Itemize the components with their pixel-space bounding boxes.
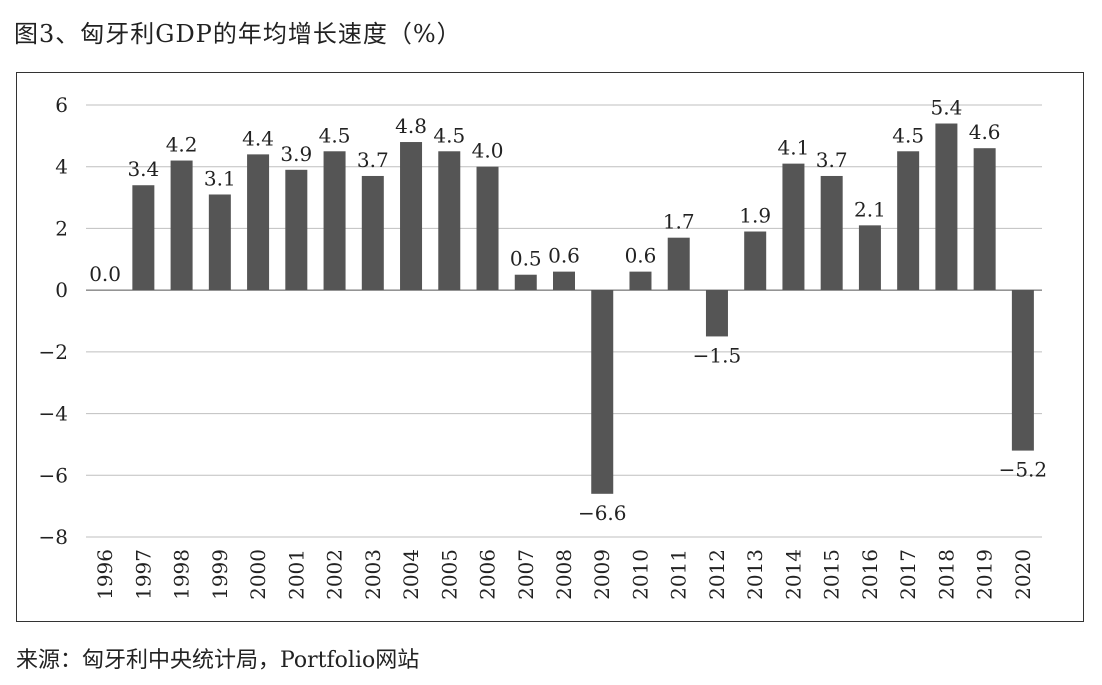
x-tick-label: 2013 — [743, 549, 767, 600]
bar — [591, 290, 614, 494]
bar — [132, 185, 155, 291]
bar — [744, 231, 767, 291]
bar — [247, 154, 270, 291]
bar — [361, 175, 384, 291]
data-label: −1.5 — [693, 343, 742, 367]
y-tick-label: −4 — [39, 402, 68, 426]
bar — [438, 151, 461, 291]
x-tick-label: 2016 — [858, 549, 882, 600]
chart-frame — [16, 72, 1084, 622]
x-tick-label: 2006 — [476, 549, 500, 600]
data-label: 4.0 — [472, 139, 504, 163]
x-tick-label: 2015 — [820, 549, 844, 600]
x-tick-label: 2002 — [323, 549, 347, 600]
bar — [553, 271, 575, 291]
x-tick-label: 1997 — [131, 549, 155, 600]
data-label: 4.5 — [319, 123, 351, 147]
x-tick-label: 2014 — [781, 549, 805, 600]
bar — [514, 274, 537, 291]
x-tick-label: 2020 — [1011, 549, 1035, 600]
data-label: 4.1 — [778, 136, 810, 160]
data-label: 4.8 — [395, 114, 427, 138]
x-tick-label: 2008 — [552, 549, 576, 600]
data-label: 0.5 — [510, 247, 542, 271]
data-label: 3.1 — [204, 166, 236, 190]
x-tick-label: 1998 — [170, 549, 194, 600]
data-label: 3.4 — [127, 157, 159, 181]
x-tick-label: 2019 — [973, 549, 997, 600]
bar — [705, 290, 728, 337]
data-label: 4.4 — [242, 126, 274, 150]
bar — [858, 225, 881, 291]
bar — [897, 151, 920, 291]
x-tick-label: 2009 — [590, 549, 614, 600]
y-tick-label: 2 — [55, 216, 68, 240]
bar — [973, 148, 996, 291]
x-tick-label: 2000 — [246, 549, 270, 600]
bar — [782, 163, 805, 291]
data-label: 3.7 — [357, 148, 389, 172]
data-label: 4.2 — [166, 133, 198, 157]
data-label: 2.1 — [854, 197, 886, 221]
data-label: 4.5 — [892, 123, 924, 147]
x-tick-label: 2017 — [896, 549, 920, 600]
x-tick-label: 2001 — [284, 549, 308, 600]
bar — [667, 237, 690, 291]
y-tick-label: −8 — [39, 525, 68, 549]
bar — [208, 194, 231, 291]
data-label: 4.5 — [433, 123, 465, 147]
bar — [285, 169, 308, 291]
y-tick-label: −6 — [39, 463, 68, 487]
bar — [476, 166, 499, 291]
data-label: 5.4 — [930, 96, 962, 120]
data-label: 0.0 — [89, 262, 121, 286]
x-tick-label: 1999 — [208, 549, 232, 600]
data-label: 3.9 — [280, 142, 312, 166]
x-tick-label: 2012 — [705, 549, 729, 600]
data-label: 3.7 — [816, 148, 848, 172]
bar — [935, 123, 958, 291]
x-tick-label: 2018 — [934, 549, 958, 600]
data-label: −5.2 — [999, 458, 1048, 482]
x-tick-label: 2010 — [628, 549, 652, 600]
data-label: 4.6 — [969, 120, 1001, 144]
data-label: 0.6 — [625, 244, 657, 268]
bar — [820, 175, 843, 291]
data-label: 1.9 — [739, 204, 771, 228]
source-note: 来源：匈牙利中央统计局，Portfolio网站 — [16, 648, 420, 673]
y-tick-label: 0 — [55, 278, 68, 302]
x-tick-label: 2007 — [514, 549, 538, 600]
bar — [1011, 290, 1034, 451]
x-tick-label: 2004 — [399, 549, 423, 600]
data-label: −6.6 — [578, 501, 627, 525]
chart-title: 图3、匈牙利GDP的年均增长速度（%） — [14, 20, 462, 48]
x-tick-label: 1996 — [93, 549, 117, 600]
data-label: 1.7 — [663, 210, 695, 234]
y-tick-label: 4 — [55, 155, 68, 179]
bar — [629, 271, 652, 291]
bar — [400, 142, 423, 291]
bar — [323, 151, 346, 291]
y-tick-label: 6 — [55, 93, 68, 117]
x-tick-label: 2005 — [437, 549, 461, 600]
y-tick-label: −2 — [39, 340, 68, 364]
data-label: 0.6 — [548, 244, 580, 268]
x-tick-label: 2003 — [361, 549, 385, 600]
bar — [170, 160, 193, 291]
x-tick-label: 2011 — [667, 549, 691, 600]
